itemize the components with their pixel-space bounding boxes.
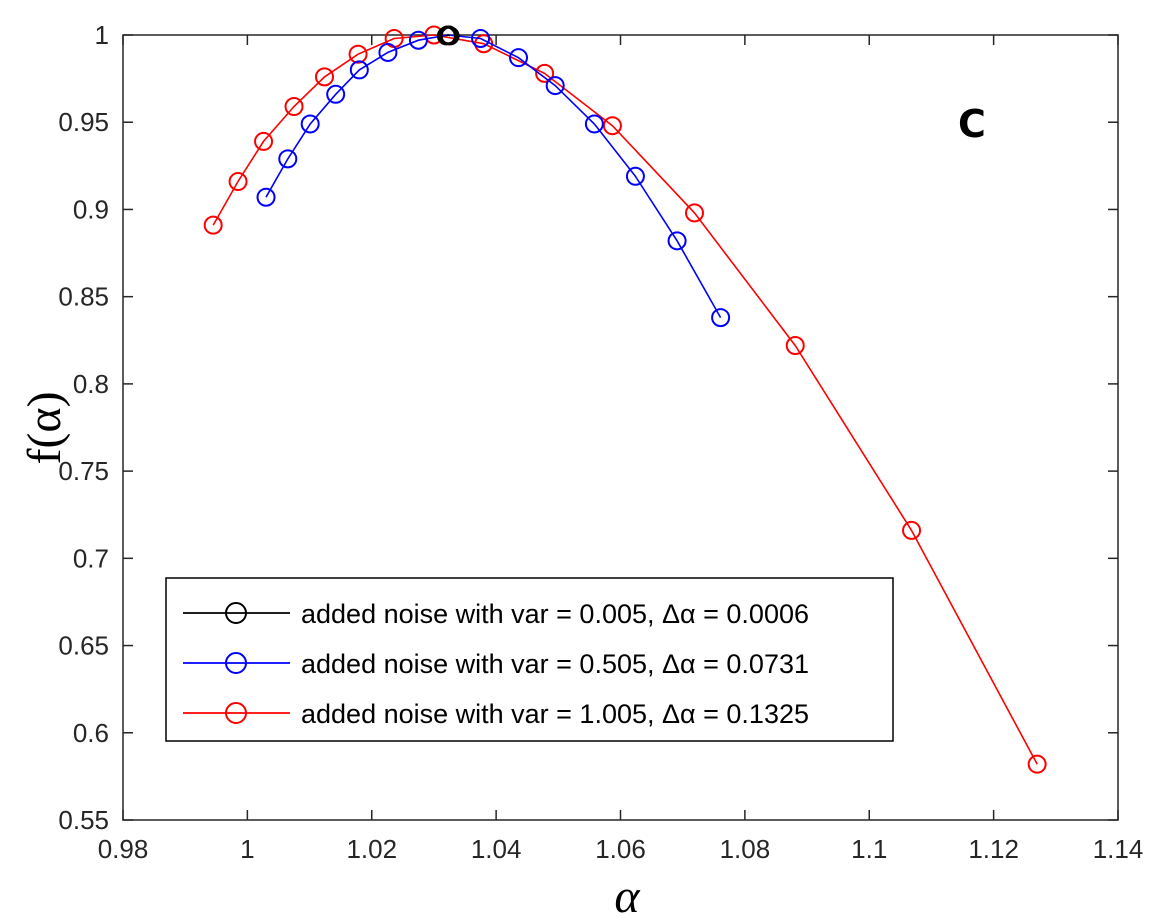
data-point [625,166,645,186]
data-point [378,42,398,62]
data-point [254,131,274,151]
data-point [349,60,369,80]
legend-label: added noise with var = 0.005, Δα = 0.000… [301,599,809,629]
x-tick-label: 1.12 [968,834,1019,864]
data-point [711,308,731,328]
y-tick-label: 0.85 [58,282,109,312]
axes: 0.98 1 1.02 1.04 1.06 1.08 1.1 1.12 1.14 0.55 0.6 0… [58,20,1143,864]
y-tick-label: 0.8 [73,369,109,399]
data-point [602,116,622,136]
data-point [535,63,555,83]
y-tick-label: 0.7 [73,543,109,573]
x-tick-label: 1.02 [346,834,397,864]
series-2 [203,25,1047,774]
y-axis-label: f(α) [18,391,71,464]
data-point [440,26,460,46]
series-layer [203,25,1047,774]
data-point [256,187,276,207]
series-0 [436,25,460,46]
series-line [445,34,451,37]
data-point [300,114,320,134]
x-tick-label: 1.06 [595,834,646,864]
x-tick-label: 1.04 [471,834,522,864]
legend: added noise with var = 0.005, Δα = 0.000… [165,577,894,742]
x-tick-label: 1.1 [851,834,887,864]
legend-item: added noise with var = 0.005, Δα = 0.000… [183,599,809,629]
y-tick-label: 0.65 [58,631,109,661]
y-tick-label: 0.95 [58,107,109,137]
data-point [228,172,248,192]
data-point [278,149,298,169]
data-point [902,520,922,540]
data-point [785,336,805,356]
series-line [212,34,1038,765]
data-point [326,84,346,104]
data-point [348,44,368,64]
y-tick-label: 0.75 [58,456,109,486]
data-point [1027,754,1047,774]
legend-item: added noise with var = 1.005, Δα = 0.132… [183,699,809,729]
data-point [471,28,491,48]
x-tick-label: 1.08 [720,834,771,864]
legend-marker [225,602,247,624]
y-tick-label: 1 [95,20,109,50]
data-point [584,114,604,134]
y-tick-label: 0.55 [58,805,109,835]
data-point [667,231,687,251]
x-axis-label: α [614,870,640,922]
data-point [314,67,334,87]
x-tick-label: 0.98 [98,834,149,864]
data-point [408,30,428,50]
legend-item: added noise with var = 0.505, Δα = 0.073… [183,649,809,679]
data-point [545,76,565,96]
legend-marker [225,652,247,674]
y-tick-label: 0.9 [73,194,109,224]
x-tick-label: 1 [240,834,254,864]
panel-label: C [958,102,986,146]
data-point [509,48,529,68]
data-point [284,97,304,117]
data-point [685,203,705,223]
legend-label: added noise with var = 1.005, Δα = 0.132… [301,699,809,729]
x-tick-label: 1.14 [1093,834,1144,864]
y-tick-label: 0.6 [73,718,109,748]
data-point [203,215,223,235]
legend-marker [225,702,247,724]
legend-label: added noise with var = 0.505, Δα = 0.073… [301,649,809,679]
